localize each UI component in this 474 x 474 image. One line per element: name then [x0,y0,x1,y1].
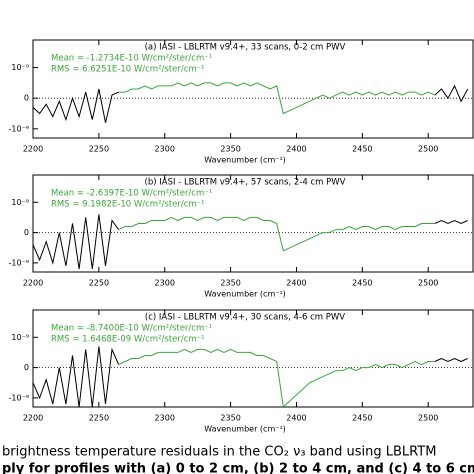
panel-title: (c) IASI - LBLRTM v9.4+, 30 scans, 4-6 c… [145,313,345,323]
annotation: RMS = 6.6251E-10 W/cm²/ster/cm⁻¹ [51,65,205,75]
x-tick-label: 2350 [220,145,240,154]
x-tick-label: 2450 [352,145,372,154]
x-tick-label: 2200 [23,414,43,423]
x-tick-label: 2500 [418,279,438,288]
x-axis-label: Wavenumber (cm⁻¹) [204,156,286,165]
x-tick-label: 2450 [352,279,372,288]
x-tick-label: 2450 [352,414,372,423]
x-tick-label: 2200 [23,145,43,154]
annotation: RMS = 9.1982E-10 W/cm²/ster/cm⁻¹ [51,200,205,210]
data-line [118,348,435,407]
annotation: Mean = -8.7400E-10 W/cm²/ster/cm⁻¹ [51,324,212,334]
data-line [118,216,435,252]
caption-line: brightness temperature residuals in the … [2,445,436,460]
x-tick-label: 2400 [286,414,306,423]
x-tick-label: 2250 [89,414,109,423]
x-tick-label: 2350 [220,279,240,288]
x-axis-label: Wavenumber (cm⁻¹) [204,290,286,299]
y-tick-label: 0 [24,94,29,103]
y-tick-label: -10⁻⁹ [9,393,30,402]
data-line [33,84,469,123]
data-line [33,214,468,270]
plot-frame [32,174,474,273]
y-tick-label: 0 [24,363,29,372]
x-tick-label: 2300 [155,145,175,154]
x-tick-label: 2400 [286,145,306,154]
data-line [33,346,468,407]
annotation: Mean = -2.6397E-10 W/cm²/ster/cm⁻¹ [51,189,212,199]
x-tick-label: 2300 [155,414,175,423]
y-tick-label: 10⁻⁹ [11,333,29,342]
y-tick-label: 0 [24,228,29,237]
x-tick-label: 2500 [418,414,438,423]
panel-title: (b) IASI - LBLRTM v9.4+, 57 scans, 2-4 c… [145,178,346,188]
annotation: RMS = 1.6468E-09 W/cm²/ster/cm⁻¹ [51,335,205,345]
panel-title: (a) IASI - LBLRTM v9.4+, 33 scans, 0-2 c… [145,43,346,53]
plot-frame [32,39,474,139]
x-tick-label: 2250 [89,279,109,288]
caption-line: ply for profiles with (a) 0 to 2 cm, (b)… [2,462,474,474]
y-tick-label: -10⁻⁹ [9,258,30,267]
x-tick-label: 2300 [155,279,175,288]
data-line [118,82,436,115]
annotation: Mean = -1.2734E-10 W/cm²/ster/cm⁻¹ [51,54,212,64]
x-tick-label: 2400 [286,279,306,288]
x-axis-label: Wavenumber (cm⁻¹) [204,425,286,434]
x-tick-label: 2250 [89,145,109,154]
x-tick-label: 2200 [23,279,43,288]
y-tick-label: 10⁻⁹ [11,63,29,72]
x-tick-label: 2350 [220,414,240,423]
plot-frame [32,309,474,408]
y-tick-label: 10⁻⁹ [11,198,29,207]
y-tick-label: -10⁻⁹ [9,124,30,133]
x-tick-label: 2500 [418,145,438,154]
